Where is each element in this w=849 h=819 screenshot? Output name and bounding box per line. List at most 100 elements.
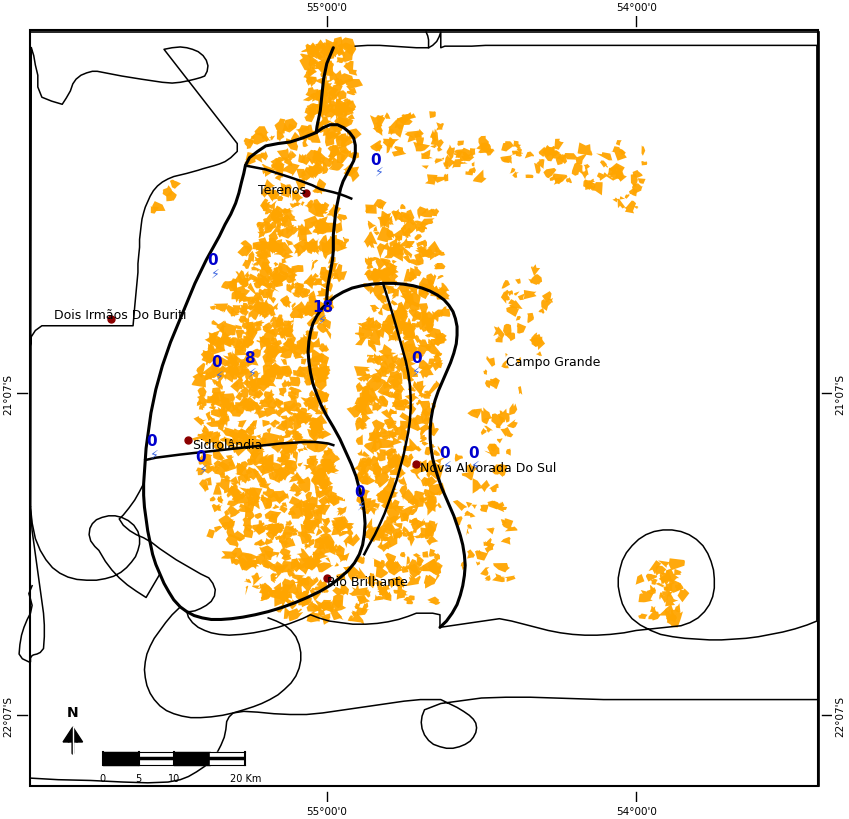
- Polygon shape: [215, 342, 225, 352]
- Polygon shape: [372, 400, 382, 412]
- Text: 0: 0: [370, 152, 381, 168]
- Polygon shape: [321, 240, 336, 254]
- Polygon shape: [335, 99, 341, 108]
- Polygon shape: [227, 279, 237, 292]
- Polygon shape: [514, 292, 520, 296]
- Polygon shape: [318, 563, 334, 572]
- Polygon shape: [396, 116, 408, 124]
- Polygon shape: [480, 505, 489, 513]
- Polygon shape: [228, 280, 237, 286]
- Polygon shape: [380, 397, 388, 407]
- Polygon shape: [258, 238, 267, 246]
- Polygon shape: [251, 493, 259, 497]
- Polygon shape: [322, 449, 340, 467]
- Polygon shape: [424, 489, 436, 500]
- Polygon shape: [340, 134, 348, 143]
- Polygon shape: [407, 113, 414, 120]
- Polygon shape: [319, 268, 328, 278]
- Polygon shape: [389, 244, 403, 257]
- Polygon shape: [505, 333, 515, 342]
- Polygon shape: [279, 549, 291, 559]
- Polygon shape: [281, 215, 292, 229]
- Polygon shape: [270, 209, 284, 225]
- Polygon shape: [325, 50, 329, 57]
- Polygon shape: [516, 148, 522, 155]
- Polygon shape: [324, 518, 329, 524]
- Polygon shape: [243, 296, 251, 302]
- Polygon shape: [221, 551, 237, 559]
- Polygon shape: [280, 185, 285, 195]
- Polygon shape: [236, 272, 244, 283]
- Polygon shape: [307, 307, 323, 315]
- Polygon shape: [307, 201, 313, 206]
- Polygon shape: [264, 502, 273, 510]
- Polygon shape: [391, 251, 403, 262]
- Polygon shape: [396, 458, 409, 464]
- Polygon shape: [360, 391, 372, 405]
- Polygon shape: [412, 310, 421, 322]
- Polygon shape: [285, 139, 295, 144]
- Polygon shape: [299, 367, 312, 377]
- Polygon shape: [237, 558, 250, 571]
- Polygon shape: [264, 523, 279, 535]
- Polygon shape: [491, 465, 502, 475]
- Polygon shape: [417, 558, 424, 567]
- Polygon shape: [419, 460, 427, 471]
- Polygon shape: [306, 611, 322, 622]
- Polygon shape: [393, 229, 405, 241]
- Polygon shape: [253, 439, 267, 455]
- Polygon shape: [426, 328, 442, 340]
- Polygon shape: [227, 500, 239, 507]
- Polygon shape: [361, 457, 369, 464]
- Polygon shape: [284, 464, 296, 475]
- Polygon shape: [502, 281, 510, 289]
- Polygon shape: [344, 167, 359, 183]
- Polygon shape: [492, 501, 507, 513]
- Polygon shape: [393, 470, 403, 479]
- Polygon shape: [211, 410, 222, 419]
- Polygon shape: [325, 558, 331, 564]
- Polygon shape: [434, 333, 445, 346]
- Polygon shape: [318, 495, 332, 508]
- Polygon shape: [306, 519, 319, 532]
- Polygon shape: [254, 279, 263, 289]
- Polygon shape: [273, 604, 284, 613]
- Polygon shape: [659, 573, 672, 586]
- Polygon shape: [239, 357, 246, 367]
- Polygon shape: [219, 472, 226, 479]
- Text: ⚡: ⚡: [211, 267, 220, 280]
- Polygon shape: [313, 153, 320, 158]
- Polygon shape: [318, 613, 331, 619]
- Polygon shape: [241, 446, 250, 450]
- Polygon shape: [380, 317, 392, 334]
- Polygon shape: [230, 407, 243, 418]
- Text: 0: 0: [147, 433, 157, 448]
- Polygon shape: [211, 400, 215, 410]
- Polygon shape: [374, 464, 382, 477]
- Polygon shape: [323, 536, 334, 547]
- Polygon shape: [406, 532, 414, 547]
- Polygon shape: [206, 331, 221, 346]
- Polygon shape: [263, 467, 269, 471]
- Polygon shape: [505, 354, 508, 358]
- Polygon shape: [333, 600, 342, 609]
- Polygon shape: [388, 431, 396, 440]
- Polygon shape: [239, 399, 252, 410]
- Polygon shape: [296, 558, 308, 569]
- Polygon shape: [262, 363, 276, 377]
- Text: 54°00'0: 54°00'0: [616, 3, 656, 13]
- Polygon shape: [379, 345, 396, 360]
- Polygon shape: [286, 593, 292, 600]
- Polygon shape: [263, 209, 278, 227]
- Polygon shape: [392, 358, 407, 368]
- Polygon shape: [455, 454, 463, 462]
- Polygon shape: [308, 419, 315, 423]
- Polygon shape: [312, 301, 323, 314]
- Polygon shape: [531, 275, 543, 286]
- Polygon shape: [403, 369, 419, 378]
- Polygon shape: [624, 201, 636, 214]
- Polygon shape: [274, 590, 286, 607]
- Polygon shape: [324, 40, 338, 52]
- Polygon shape: [400, 369, 413, 377]
- Polygon shape: [410, 468, 421, 476]
